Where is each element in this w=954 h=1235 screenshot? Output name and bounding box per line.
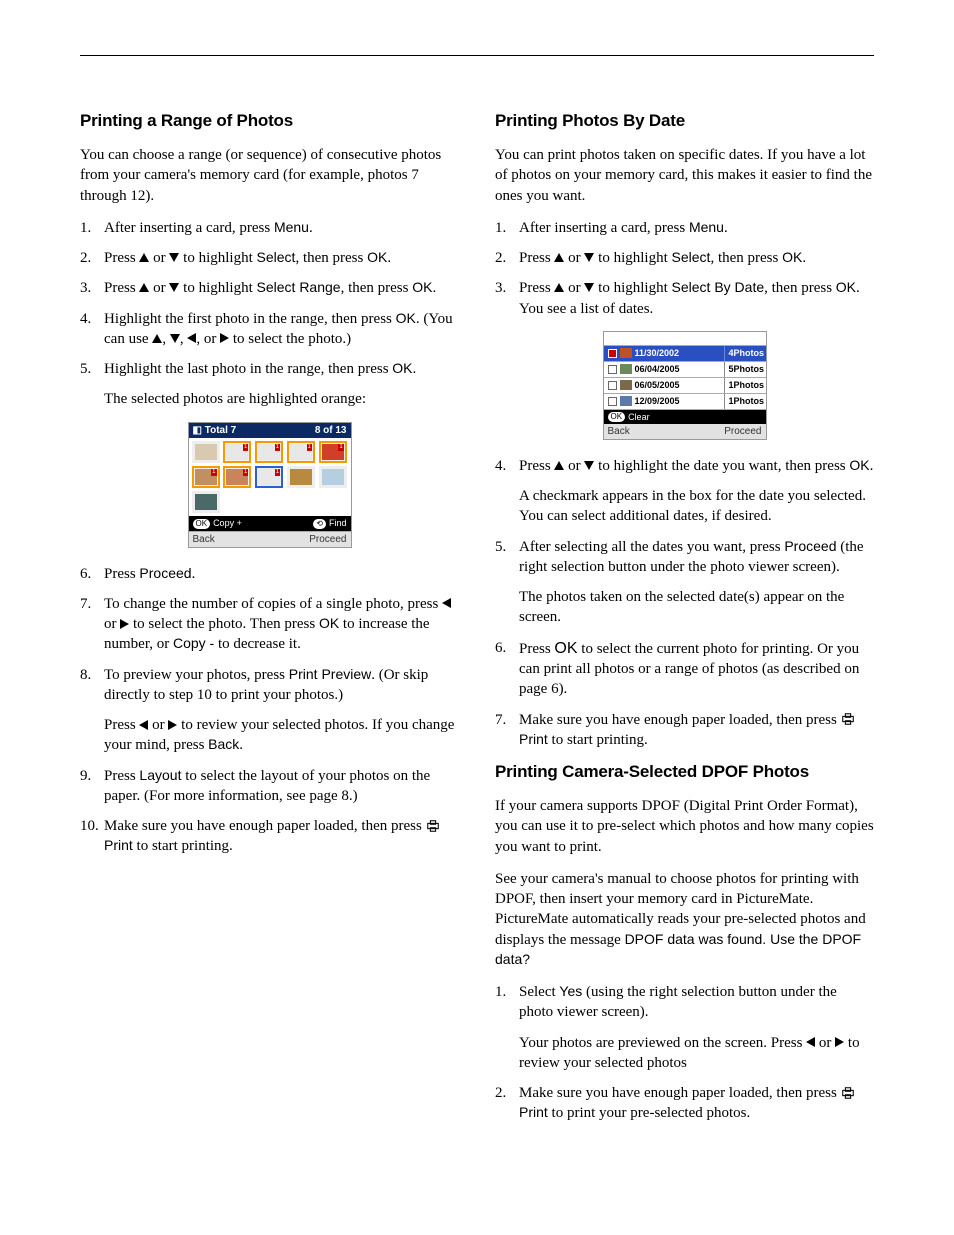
range-step-6: Press Proceed. [80,564,459,584]
range-step-2: Press or to highlight Select, then press… [80,248,459,268]
date-step-4: Press or to highlight the date you want,… [495,456,874,527]
photo-icon: ◧ [193,425,202,436]
down-arrow-icon [584,461,594,470]
heading-range: Printing a Range of Photos [80,111,459,131]
date-step-3: Press or to highlight Select By Date, th… [495,278,874,319]
right-arrow-icon [120,619,129,629]
down-arrow-icon [169,283,179,292]
left-column: Printing a Range of Photos You can choos… [80,111,459,1136]
left-arrow-icon [806,1037,815,1047]
range-shot-header: ◧ Total 7 8 of 13 [189,423,351,438]
dpof-step-1: Select Yes (using the right selection bu… [495,982,874,1073]
date-row: 12/09/20051Photos [604,394,766,410]
range-step-4: Highlight the first photo in the range, … [80,309,459,350]
thumbnail: 1 [255,466,283,488]
thumbnail: 1 [255,441,283,463]
range-step-5: Highlight the last photo in the range, t… [80,359,459,410]
date-row: 11/30/20024Photos [604,346,766,362]
print-icon [841,1086,855,1100]
steps-range-6to10: Press Proceed. To change the number of c… [80,564,459,857]
dpof-message: See your camera's manual to choose photo… [495,869,874,970]
heading-dpof: Printing Camera-Selected DPOF Photos [495,762,874,782]
down-arrow-icon [170,334,180,343]
range-screenshot: ◧ Total 7 8 of 13 1111111 OKCopy + ⟲Find… [188,422,352,548]
up-arrow-icon [152,334,162,343]
up-arrow-icon [554,283,564,292]
down-arrow-icon [584,253,594,262]
date-shot-clear-bar: OKClear [604,410,766,424]
date-shot-spacer [604,332,766,346]
thumbnail-grid: 1111111 [189,438,351,516]
right-arrow-icon [220,333,229,343]
dpof-step-2: Make sure you have enough paper loaded, … [495,1083,874,1124]
range-step-10: Make sure you have enough paper loaded, … [80,816,459,857]
menu-label: Menu [274,219,309,235]
date-row-list: 11/30/20024Photos06/04/20055Photos06/05/… [604,346,766,410]
steps-dpof: Select Yes (using the right selection bu… [495,982,874,1124]
thumbnail: 1 [223,466,251,488]
thumbnail [192,441,220,463]
range-shot-nav-bar: Back Proceed [189,531,351,547]
up-arrow-icon [554,253,564,262]
thumbnail: 1 [319,441,347,463]
down-arrow-icon [169,253,179,262]
thumbnail: 1 [192,466,220,488]
date-step-1: After inserting a card, press Menu. [495,218,874,238]
up-arrow-icon [139,253,149,262]
date-shot-nav-bar: Back Proceed [604,424,766,439]
right-arrow-icon [168,720,177,730]
date-step-5: After selecting all the dates you want, … [495,537,874,628]
intro-by-date: You can print photos taken on specific d… [495,145,874,206]
left-arrow-icon [187,333,196,343]
right-arrow-icon [835,1037,844,1047]
steps-date-4to7: Press or to highlight the date you want,… [495,456,874,750]
date-step-7: Make sure you have enough paper loaded, … [495,710,874,751]
print-icon [841,712,855,726]
thumbnail: 1 [287,441,315,463]
left-arrow-icon [139,720,148,730]
two-column-layout: Printing a Range of Photos You can choos… [0,111,954,1136]
top-rule [80,55,874,56]
date-step-6: Press OK to select the current photo for… [495,638,874,700]
up-arrow-icon [139,283,149,292]
heading-by-date: Printing Photos By Date [495,111,874,131]
date-screenshot: 11/30/20024Photos06/04/20055Photos06/05/… [603,331,767,440]
dpof-intro: If your camera supports DPOF (Digital Pr… [495,796,874,857]
steps-range-1to5: After inserting a card, press Menu. Pres… [80,218,459,410]
right-column: Printing Photos By Date You can print ph… [495,111,874,1136]
steps-date-1to3: After inserting a card, press Menu. Pres… [495,218,874,319]
thumbnail [192,491,220,513]
date-row: 06/05/20051Photos [604,378,766,394]
up-arrow-icon [554,461,564,470]
down-arrow-icon [584,283,594,292]
date-row: 06/04/20055Photos [604,362,766,378]
range-shot-action-bar: OKCopy + ⟲Find [189,516,351,531]
left-arrow-icon [442,598,451,608]
range-step-8: To preview your photos, press Print Prev… [80,665,459,756]
thumbnail [319,466,347,488]
thumbnail [287,466,315,488]
print-icon [426,819,440,833]
range-step-3: Press or to highlight Select Range, then… [80,278,459,298]
intro-range: You can choose a range (or sequence) of … [80,145,459,206]
range-step-9: Press Layout to select the layout of you… [80,766,459,807]
date-step-2: Press or to highlight Select, then press… [495,248,874,268]
range-step-1: After inserting a card, press Menu. [80,218,459,238]
range-step-7: To change the number of copies of a sing… [80,594,459,655]
thumbnail: 1 [223,441,251,463]
